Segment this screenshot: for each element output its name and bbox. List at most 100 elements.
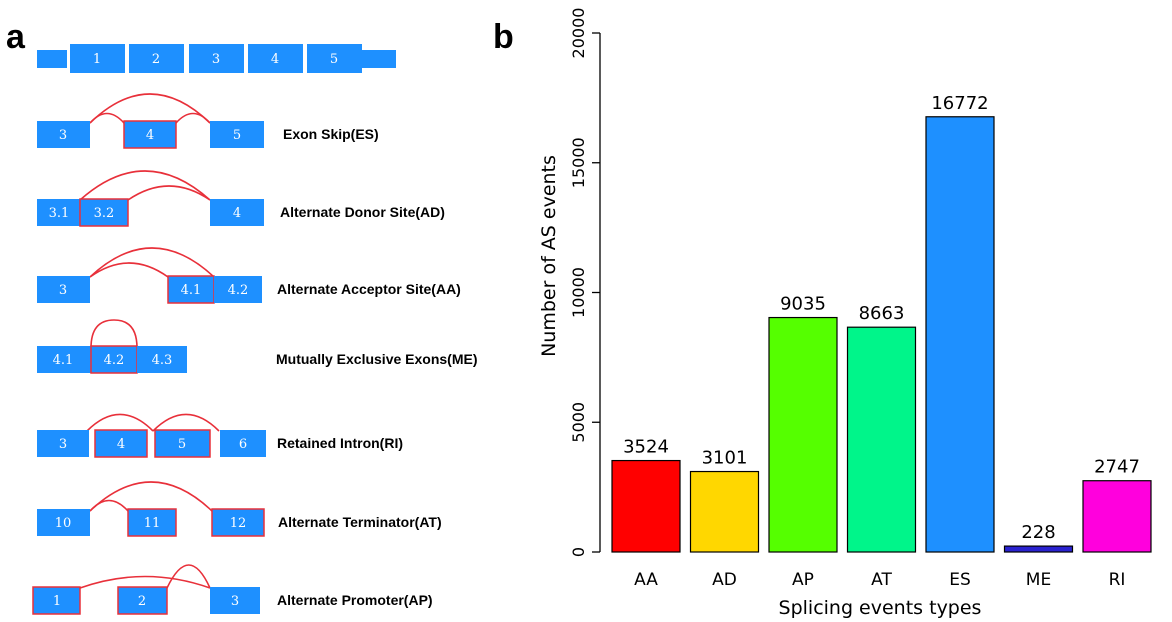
gene-exon (129, 44, 184, 73)
event-label: Exon Skip(ES) (283, 126, 379, 142)
gene-exon (307, 44, 362, 73)
exon-block (210, 587, 260, 614)
exon-label: 5 (178, 437, 186, 452)
exon-block-alternative (32, 586, 81, 615)
exon-label: 3 (59, 437, 67, 452)
exon-label: 3 (231, 594, 239, 609)
y-tick-label: 15000 (569, 137, 588, 188)
bar-es (925, 116, 995, 553)
y-tick-label: 20000 (569, 8, 588, 59)
gene-exon-label: 1 (93, 52, 101, 67)
bar-chart: 0 5000 10000 15000 20000 3524 3101 9035 8663 167… (538, 8, 1152, 619)
x-axis-title: Splicing events types (779, 597, 982, 619)
splice-arc (89, 112, 125, 124)
gene-model: 1 2 3 4 5 (37, 44, 396, 73)
y-tick-label: 10000 (569, 267, 588, 318)
x-tick-label: AP (792, 570, 814, 590)
exon-label: 5 (233, 128, 241, 143)
event-label: Alternate Acceptor Site(AA) (277, 281, 461, 297)
y-tick-label: 0 (569, 547, 588, 557)
splice-arc (89, 481, 213, 512)
x-tick-label: AD (712, 570, 737, 590)
exon-block-alternative (127, 508, 177, 537)
splice-arc (166, 564, 211, 589)
bar-series: 3524 3101 9035 8663 16772 228 2747 (611, 93, 1152, 553)
splice-arc (89, 247, 215, 278)
exon-block (37, 509, 90, 536)
event-alternate-terminator: 10 11 12 Alternate Terminator(AT) (37, 481, 442, 537)
gene-exon-label: 2 (152, 52, 160, 67)
exon-block-alternative (117, 586, 168, 615)
event-alternate-promoter: 1 2 3 Alternate Promoter(AP) (32, 564, 433, 615)
exon-label: 1 (53, 594, 61, 609)
y-tick-label: 5000 (569, 402, 588, 443)
exon-label: 10 (55, 516, 72, 531)
exon-label: 4.1 (53, 353, 74, 368)
exon-label: 4.2 (104, 353, 125, 368)
splice-arc (175, 112, 211, 124)
splice-arc (90, 319, 138, 349)
bar-aa (611, 459, 681, 553)
splice-arc (79, 575, 211, 589)
bar-at (846, 326, 917, 553)
bar-value-label: 9035 (780, 294, 826, 315)
splice-arc (127, 185, 211, 201)
gene-exon-label: 5 (330, 52, 338, 67)
event-label: Mutually Exclusive Exons(ME) (276, 351, 478, 367)
exon-block (37, 430, 89, 457)
splice-arc (152, 413, 220, 432)
splice-arc (79, 170, 211, 201)
event-retained-intron: 3 4 5 6 Retained Intron(RI) (37, 413, 403, 458)
exon-label: 4 (146, 128, 154, 143)
x-axis-tick-labels: AA AD AP AT ES ME RI (634, 570, 1125, 590)
exon-block (37, 276, 90, 303)
x-tick-label: ES (949, 570, 971, 590)
panel-b-letter: b (493, 18, 514, 56)
exon-block (210, 199, 264, 226)
bar-value-label: 2747 (1094, 457, 1140, 478)
exon-label: 4 (117, 437, 125, 452)
exon-label: 3.2 (94, 206, 115, 221)
event-mutually-exclusive-exons: 4.1 4.2 4.3 Mutually Exclusive Exons(ME) (37, 319, 478, 374)
exon-block-alternative (79, 198, 129, 227)
exon-block-alternative (154, 429, 211, 458)
event-alternate-acceptor-site: 3 4.1 4.2 Alternate Acceptor Site(AA) (37, 247, 461, 304)
exon-label: 12 (230, 516, 247, 531)
x-tick-label: AT (871, 570, 892, 590)
exon-label: 3 (59, 283, 67, 298)
exon-label: 4.2 (228, 283, 249, 298)
exon-label: 3 (59, 128, 67, 143)
x-tick-label: RI (1109, 570, 1126, 590)
exon-block (37, 199, 80, 226)
bar-value-label: 8663 (859, 303, 905, 324)
exon-block (37, 346, 91, 373)
exon-block (214, 276, 262, 303)
gene-exon-label: 3 (212, 52, 220, 67)
gene-exon-label: 4 (271, 52, 279, 67)
exon-label: 3.1 (49, 206, 70, 221)
bar-value-label: 16772 (931, 93, 988, 114)
gene-exon (248, 44, 303, 73)
exon-label: 2 (138, 594, 146, 609)
bar-value-label: 3524 (623, 437, 669, 458)
exon-block (37, 121, 90, 148)
bar-ri (1082, 480, 1152, 553)
event-exon-skip: 3 4 5 Exon Skip(ES) (37, 93, 379, 149)
exon-block-alternative (123, 120, 177, 149)
panel-a-letter: a (6, 18, 26, 56)
gene-utr-left (37, 50, 67, 68)
gene-exon (70, 44, 125, 73)
exon-label: 4 (233, 206, 241, 221)
exon-block-alternative (94, 429, 148, 458)
splice-arc (86, 413, 154, 432)
exon-label: 6 (239, 437, 247, 452)
x-tick-label: AA (634, 570, 658, 590)
exon-label: 4.3 (152, 353, 173, 368)
exon-block-alternative (90, 345, 138, 374)
event-label: Alternate Donor Site(AD) (280, 204, 445, 220)
exon-block-alternative (211, 508, 265, 537)
event-label: Alternate Promoter(AP) (277, 592, 433, 608)
splice-arc (89, 93, 211, 124)
bar-value-label: 228 (1021, 522, 1055, 543)
